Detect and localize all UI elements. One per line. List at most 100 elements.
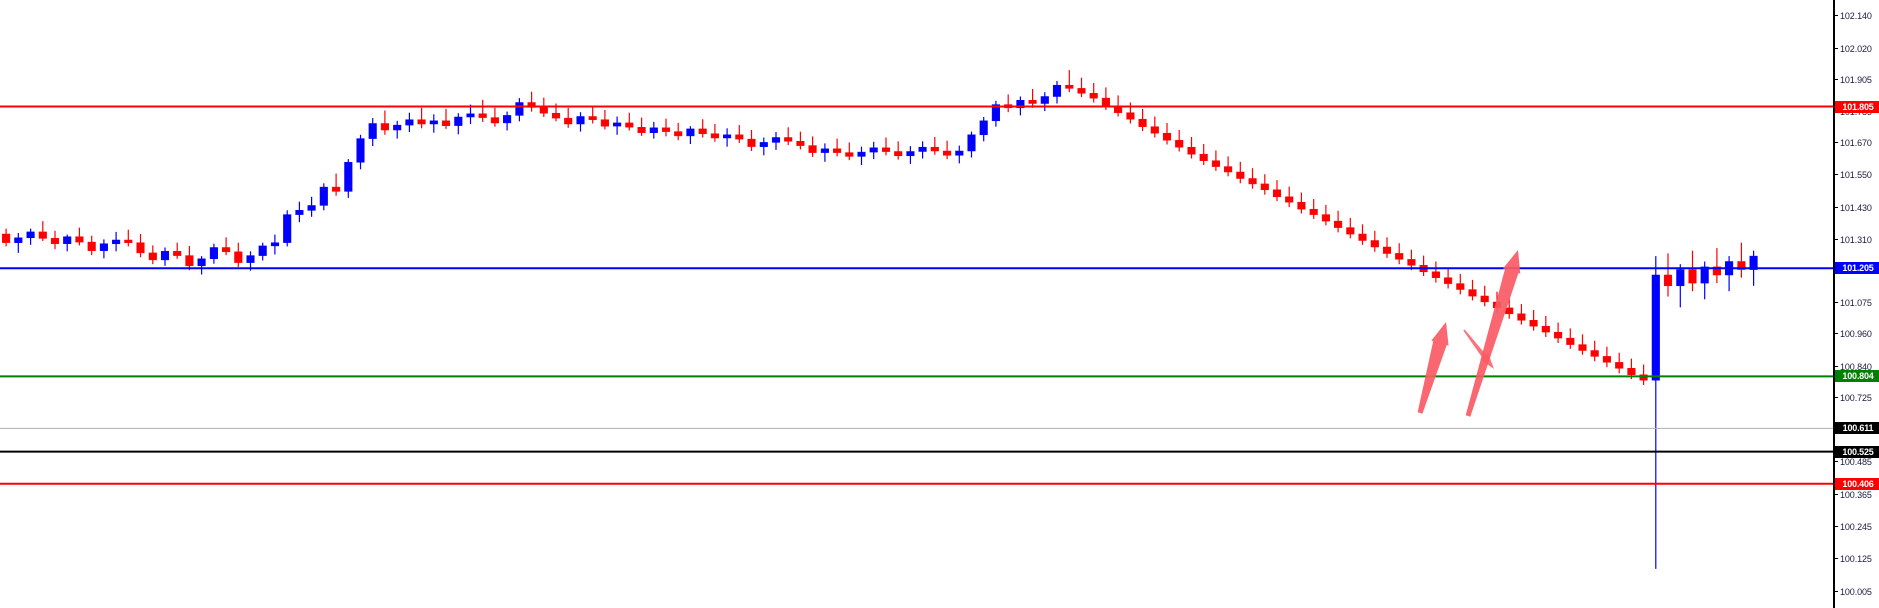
candle-body[interactable] bbox=[637, 127, 646, 133]
chart-plot-area[interactable] bbox=[0, 0, 1833, 608]
candle-body[interactable] bbox=[1444, 277, 1453, 284]
candle-body[interactable] bbox=[686, 128, 695, 137]
up-arrow-1-icon[interactable] bbox=[1417, 322, 1449, 414]
candle-body[interactable] bbox=[991, 104, 1000, 122]
candle-body[interactable] bbox=[1700, 266, 1709, 284]
price-badge-current-price[interactable]: 100.611 bbox=[1835, 422, 1879, 435]
candle-body[interactable] bbox=[319, 186, 328, 206]
candle-body[interactable] bbox=[234, 251, 243, 263]
candle-body[interactable] bbox=[649, 127, 658, 133]
candle-body[interactable] bbox=[1749, 255, 1758, 270]
candle-body[interactable] bbox=[441, 120, 451, 126]
candle-body[interactable] bbox=[1663, 274, 1673, 287]
candle-body[interactable] bbox=[845, 152, 854, 157]
candle-body[interactable] bbox=[75, 236, 84, 243]
candle-body[interactable] bbox=[1578, 344, 1587, 351]
candle-body[interactable] bbox=[1040, 96, 1049, 104]
candle-body[interactable] bbox=[710, 133, 719, 139]
candle-body[interactable] bbox=[1065, 84, 1074, 89]
price-axis[interactable]: 102.140102.020101.905101.785101.670101.5… bbox=[1833, 0, 1879, 608]
candle-body[interactable] bbox=[1590, 350, 1599, 357]
candle-body[interactable] bbox=[1456, 283, 1465, 290]
candle-body[interactable] bbox=[979, 120, 988, 136]
candle-body[interactable] bbox=[63, 236, 72, 244]
candle-body[interactable] bbox=[759, 142, 768, 147]
candle-body[interactable] bbox=[539, 107, 548, 114]
candle-body[interactable] bbox=[857, 151, 866, 157]
candle-body[interactable] bbox=[784, 137, 793, 142]
candle-body[interactable] bbox=[222, 247, 231, 253]
candle-body[interactable] bbox=[735, 134, 744, 140]
candle-body[interactable] bbox=[1566, 337, 1575, 345]
candle-body[interactable] bbox=[1554, 331, 1563, 339]
candle-body[interactable] bbox=[881, 147, 891, 152]
candle-body[interactable] bbox=[625, 122, 634, 128]
candle-body[interactable] bbox=[1248, 178, 1257, 185]
candle-body[interactable] bbox=[833, 148, 842, 153]
candle-body[interactable] bbox=[674, 131, 683, 137]
candle-body[interactable] bbox=[136, 242, 145, 254]
candle-body[interactable] bbox=[1077, 88, 1086, 94]
candle-body[interactable] bbox=[796, 141, 805, 146]
candle-body[interactable] bbox=[1321, 214, 1330, 222]
candle-body[interactable] bbox=[173, 251, 182, 256]
candle-body[interactable] bbox=[1529, 320, 1538, 327]
candle-body[interactable] bbox=[894, 151, 903, 157]
candle-body[interactable] bbox=[918, 146, 927, 152]
up-arrow-2-icon[interactable] bbox=[1465, 250, 1521, 417]
candle-body[interactable] bbox=[1101, 97, 1110, 107]
candle-body[interactable] bbox=[723, 134, 732, 139]
candle-body[interactable] bbox=[160, 251, 170, 261]
candle-body[interactable] bbox=[1334, 220, 1343, 228]
candle-body[interactable] bbox=[1272, 189, 1282, 198]
candle-body[interactable] bbox=[808, 145, 817, 153]
candle-body[interactable] bbox=[1468, 289, 1477, 297]
candle-body[interactable] bbox=[1505, 307, 1514, 315]
candle-body[interactable] bbox=[26, 231, 35, 239]
candle-body[interactable] bbox=[87, 241, 96, 251]
candle-body[interactable] bbox=[564, 117, 573, 125]
candle-body[interactable] bbox=[869, 147, 878, 153]
candle-body[interactable] bbox=[771, 137, 781, 143]
candle-body[interactable] bbox=[405, 119, 414, 126]
candle-body[interactable] bbox=[332, 186, 341, 192]
candle-body[interactable] bbox=[197, 258, 206, 267]
candle-body[interactable] bbox=[1346, 227, 1355, 235]
candle-body[interactable] bbox=[551, 112, 561, 119]
candle-body[interactable] bbox=[1236, 171, 1245, 179]
candle-body[interactable] bbox=[1627, 368, 1636, 376]
candle-body[interactable] bbox=[393, 124, 402, 131]
candle-body[interactable] bbox=[1407, 259, 1416, 266]
candle-body[interactable] bbox=[1028, 100, 1037, 104]
candle-body[interactable] bbox=[1187, 146, 1196, 155]
candle-body[interactable] bbox=[747, 138, 756, 147]
candle-body[interactable] bbox=[1052, 84, 1062, 97]
candle-body[interactable] bbox=[515, 102, 524, 116]
candle-body[interactable] bbox=[38, 231, 47, 239]
candle-body[interactable] bbox=[600, 119, 609, 127]
candle-body[interactable] bbox=[356, 138, 365, 163]
candle-body[interactable] bbox=[307, 205, 316, 211]
candle-body[interactable] bbox=[148, 252, 157, 261]
candle-body[interactable] bbox=[478, 113, 487, 118]
candle-body[interactable] bbox=[429, 120, 438, 125]
candle-body[interactable] bbox=[295, 210, 304, 215]
candle-body[interactable] bbox=[380, 123, 389, 131]
candle-body[interactable] bbox=[258, 245, 267, 256]
price-badge-support-lower[interactable]: 100.406 bbox=[1835, 477, 1879, 490]
candle-body[interactable] bbox=[1431, 271, 1440, 278]
candle-body[interactable] bbox=[1211, 160, 1220, 167]
candle-body[interactable] bbox=[1199, 153, 1208, 161]
candle-body[interactable] bbox=[344, 162, 353, 192]
candle-body[interactable] bbox=[820, 148, 829, 153]
price-badge-resistance-upper[interactable]: 101.805 bbox=[1835, 100, 1879, 113]
candle-body[interactable] bbox=[661, 127, 671, 132]
candle-body[interactable] bbox=[185, 255, 194, 267]
candle-body[interactable] bbox=[967, 134, 976, 152]
price-badge-support-level[interactable]: 100.525 bbox=[1835, 445, 1879, 458]
candle-body[interactable] bbox=[930, 146, 939, 152]
candle-body[interactable] bbox=[1602, 356, 1611, 363]
candle-body[interactable] bbox=[2, 233, 11, 243]
price-badge-pivot-level[interactable]: 101.205 bbox=[1835, 262, 1879, 275]
candle-body[interactable] bbox=[50, 238, 60, 244]
